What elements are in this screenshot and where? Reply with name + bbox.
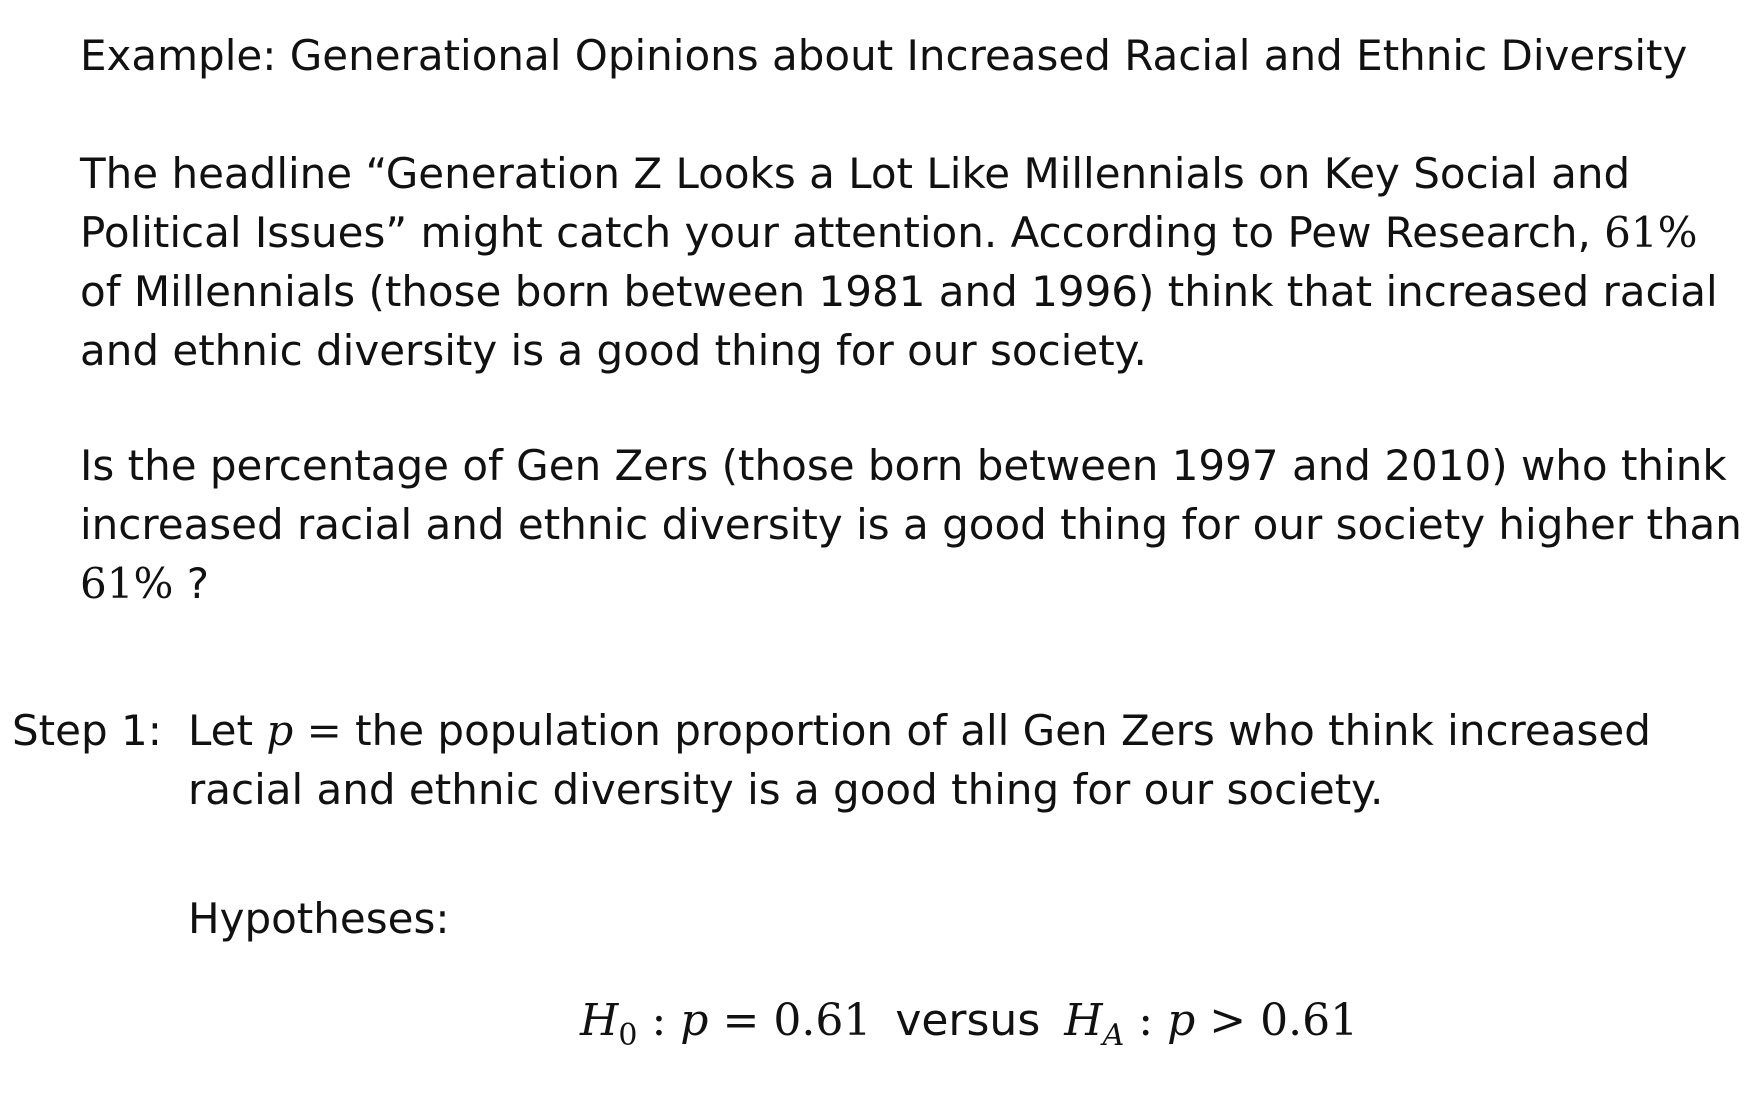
intro-paragraph: The headline “Generation Z Looks a Lot L… <box>80 144 1718 380</box>
hypotheses-label: Hypotheses: <box>188 894 450 943</box>
step-1-line-1-rest: the population proportion of all Gen Zer… <box>355 706 1651 755</box>
ha-greater-than: > <box>1209 995 1247 1046</box>
intro-line-2-text: Political Issues” might catch your atten… <box>80 208 1591 257</box>
question-paragraph: Is the percentage of Gen Zers (those bor… <box>80 436 1742 613</box>
intro-line-4: and ethnic diversity is a good thing for… <box>80 326 1147 375</box>
step-1-let: Let <box>188 706 253 755</box>
hypotheses-formula: H0 : p = 0.61 versus HA : p > 0.61 <box>580 993 1358 1054</box>
equals-sign: = <box>306 706 342 755</box>
step-1-line-1: Let p = the population proportion of all… <box>188 701 1651 760</box>
millennial-percentage: 61% <box>1604 208 1698 257</box>
intro-line-3: of Millennials (those born between 1981 … <box>80 267 1718 316</box>
question-mark: ? <box>186 559 210 608</box>
intro-line-2: Political Issues” might catch your atten… <box>80 203 1718 262</box>
threshold-percentage: 61% <box>80 559 174 608</box>
question-line-2: increased racial and ethnic diversity is… <box>80 500 1742 549</box>
versus-word: versus <box>895 995 1041 1046</box>
question-line-1: Is the percentage of Gen Zers (those bor… <box>80 441 1727 490</box>
ha-colon: : <box>1138 995 1154 1046</box>
ha-value: 0.61 <box>1260 995 1359 1046</box>
h0-symbol: H <box>580 995 619 1046</box>
slide-title: Example: Generational Opinions about Inc… <box>80 31 1688 80</box>
intro-line-1: The headline “Generation Z Looks a Lot L… <box>80 149 1631 198</box>
h0-subscript: 0 <box>618 1018 638 1053</box>
ha-p: p <box>1167 995 1196 1046</box>
ha-symbol: H <box>1064 995 1103 1046</box>
h0-value: 0.61 <box>773 995 872 1046</box>
h0-p: p <box>680 995 709 1046</box>
question-line-3: 61% ? <box>80 554 1742 613</box>
ha-subscript: A <box>1102 1018 1125 1053</box>
step-1-definition: Let p = the population proportion of all… <box>188 701 1651 819</box>
step-1-line-2: racial and ethnic diversity is a good th… <box>188 765 1384 814</box>
parameter-p: p <box>266 706 294 755</box>
step-1-label: Step 1: <box>12 706 162 755</box>
h0-equals: = <box>722 995 760 1046</box>
h0-colon: : <box>651 995 667 1046</box>
